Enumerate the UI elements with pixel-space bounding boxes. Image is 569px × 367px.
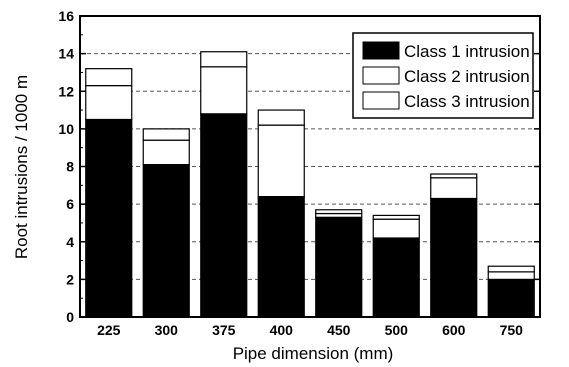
bar-segment-class-3 [257, 109, 305, 126]
bar-segment-class-1 [142, 164, 190, 318]
bar-segment-class-1 [200, 113, 248, 318]
legend-label-class-2: Class 2 intrusion [404, 67, 530, 86]
bar-segment-class-3 [372, 214, 420, 220]
x-tick-label: 300 [155, 322, 179, 338]
y-tick-label: 14 [58, 46, 74, 62]
y-axis: 0 2 4 6 8 10 12 14 16 [58, 8, 540, 325]
bar-segment-class-3 [430, 173, 478, 179]
legend-label-class-1: Class 1 intrusion [404, 42, 530, 61]
legend: Class 1 intrusion Class 2 intrusion Clas… [352, 32, 534, 119]
bar-segment-class-1 [487, 278, 535, 318]
y-tick-label: 6 [66, 196, 74, 212]
bar-segment-class-2 [257, 124, 305, 198]
bar-segment-class-1 [85, 118, 133, 318]
bar-segment-class-1 [430, 197, 478, 318]
bar-segment-class-1 [257, 196, 305, 318]
bar-segment-class-3 [85, 68, 133, 87]
y-tick-label: 16 [58, 8, 74, 24]
bar-segment-class-2 [200, 66, 248, 115]
x-tick-label: 225 [97, 322, 121, 338]
legend-swatch-class-2 [362, 66, 400, 85]
y-tick-label: 2 [66, 271, 74, 287]
y-tick-label: 10 [58, 121, 74, 137]
bar-segment-class-3 [142, 128, 190, 141]
y-tick-label: 4 [66, 234, 74, 250]
legend-swatch-class-1 [362, 41, 400, 60]
x-tick-label: 400 [270, 322, 294, 338]
x-tick-label: 450 [327, 322, 351, 338]
legend-swatch-class-3 [362, 91, 400, 110]
bar-segment-class-2 [430, 177, 478, 200]
x-tick-label: 750 [500, 322, 524, 338]
bar-segment-class-1 [372, 237, 420, 318]
bar-segment-class-1 [315, 216, 363, 318]
bar-segment-class-2 [142, 139, 190, 166]
y-tick-label: 0 [66, 309, 74, 325]
x-tick-label: 600 [442, 322, 466, 338]
x-axis: 225 300 375 400 450 500 600 750 [97, 311, 523, 338]
y-axis-title: Root intrusions / 1000 m [12, 75, 31, 259]
bar-segment-class-2 [372, 218, 420, 239]
x-tick-label: 375 [212, 322, 236, 338]
bar-segment-class-2 [487, 271, 535, 280]
bars [85, 51, 535, 318]
bar-segment-class-3 [200, 51, 248, 68]
legend-label-class-3: Class 3 intrusion [404, 92, 530, 111]
y-tick-label: 12 [58, 83, 74, 99]
y-tick-label: 8 [66, 159, 74, 175]
bar-segment-class-3 [487, 265, 535, 273]
bar-segment-class-2 [85, 85, 133, 121]
x-tick-label: 500 [385, 322, 409, 338]
x-axis-title: Pipe dimension (mm) [233, 344, 394, 363]
bar-segment-class-3 [315, 209, 363, 215]
